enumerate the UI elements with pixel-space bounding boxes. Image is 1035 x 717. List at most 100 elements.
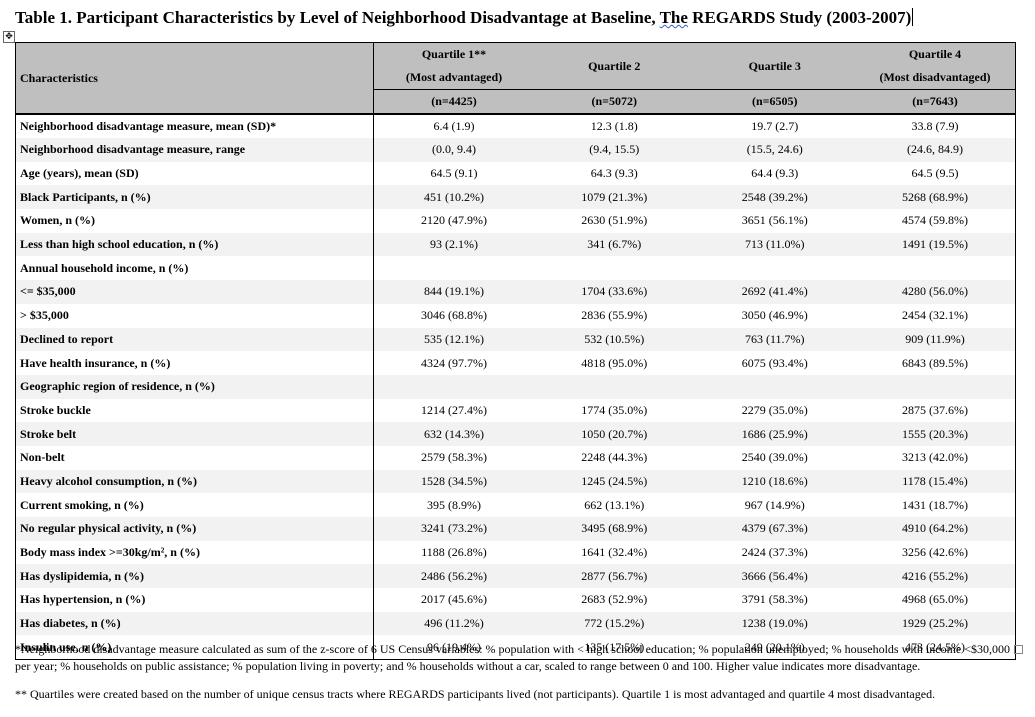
row-label: Stroke buckle	[15, 398, 374, 423]
row-label: Has diabetes, n (%)	[15, 611, 374, 636]
table-row: Insulin use, n (%) 96 (19.4%) 135 (17.5%) 2…	[15, 635, 1016, 660]
cell-quartile-3: 2692 (41.4%)	[694, 280, 855, 304]
row-label: Declined to report	[15, 327, 374, 352]
cell-quartile-2: 772 (15.2%)	[534, 611, 695, 636]
row-label: Current smoking, n (%)	[15, 493, 374, 517]
cell-quartile-2: 2683 (52.9%)	[581, 592, 648, 607]
cell-quartile-2: 1641 (32.4%)	[581, 545, 648, 560]
row-label: Body mass index >=30kg/m², n (%)	[15, 540, 374, 565]
cell-quartile-2: 4818 (95.0%)	[581, 355, 648, 370]
cell-quartile-4: 4216 (55.2%)	[855, 564, 1016, 589]
header-quartile-1: Quartile 1** (Most advantaged)	[373, 42, 534, 90]
cell-quartile-4: 3213 (42.0%)	[902, 450, 968, 465]
cell-quartile-3: 967 (14.9%)	[744, 497, 805, 512]
row-label: > $35,000	[15, 303, 374, 328]
cell-quartile-1: 6.4 (1.9)	[433, 119, 475, 133]
table-resize-handle[interactable]	[1014, 645, 1023, 654]
header-n-quartile-3: (n=6505)	[694, 89, 855, 115]
row-label: Has dyslipidemia, n (%)	[15, 564, 374, 589]
row-label: Less than high school education, n (%)	[15, 232, 374, 257]
cell-quartile-4: 4574 (59.8%)	[902, 213, 968, 228]
cell-quartile-2: 1079 (21.3%)	[534, 185, 695, 210]
cell-quartile-1: (0.0, 9.4)	[373, 138, 534, 162]
cell-quartile-1: 496 (11.2%)	[373, 611, 534, 636]
cell-quartile-4: 1555 (20.3%)	[855, 422, 1016, 446]
cell-quartile-4: 64.5 (9.5)	[911, 166, 959, 181]
cell-quartile-4: 1178 (15.4%)	[855, 469, 1016, 494]
cell-quartile-1	[374, 256, 535, 280]
cell-quartile-3: 3666 (56.4%)	[694, 564, 855, 589]
row-label: Black Participants, n (%)	[15, 185, 374, 210]
cell-quartile-4: 1491 (19.5%)	[855, 232, 1016, 257]
header-quartile-3: Quartile 3	[694, 42, 855, 90]
table-row: > $35,000 3046 (68.8%) 2836 (55.9%) 3050 (4…	[15, 303, 1016, 328]
table-row: <= $35,000 844 (19.1%) 1704 (33.6%) 2692 (4…	[15, 280, 1016, 304]
cell-quartile-4: 4910 (64.2%)	[855, 517, 1016, 541]
spellcheck-word[interactable]: The	[659, 8, 688, 27]
row-label: Women, n (%)	[15, 209, 374, 233]
cell-quartile-4: 5268 (68.9%)	[855, 185, 1016, 210]
cell-quartile-3: 2548 (39.2%)	[694, 185, 855, 210]
cell-quartile-3: 763 (11.7%)	[694, 327, 855, 352]
cell-quartile-2: 532 (10.5%)	[534, 327, 695, 352]
cell-quartile-2: 2630 (51.9%)	[581, 213, 648, 228]
table-move-handle-icon[interactable]: ✥	[3, 31, 15, 43]
row-label: Neighborhood disadvantage measure, range	[15, 138, 374, 162]
cell-quartile-1: 96 (19.4%)	[427, 639, 481, 654]
table-row: Stroke buckle 1214 (27.4%) 1774 (35.0%) 227…	[15, 398, 1016, 423]
header-n-quartile-4: (n=7643)	[855, 89, 1016, 115]
cell-quartile-1: 3046 (68.8%)	[421, 308, 487, 323]
cell-quartile-3: 2424 (37.3%)	[741, 545, 808, 560]
row-label: <= $35,000	[15, 280, 374, 304]
cell-quartile-3: 3050 (46.9%)	[741, 308, 808, 323]
table-row: Body mass index >=30kg/m², n (%) 1188 (26…	[15, 540, 1016, 565]
cell-quartile-1: 2486 (56.2%)	[373, 564, 534, 589]
cell-quartile-4	[855, 256, 1016, 280]
cell-quartile-2: 1245 (24.5%)	[534, 469, 695, 494]
cell-quartile-1: 1528 (34.5%)	[373, 469, 534, 494]
row-label: Geographic region of residence, n (%)	[15, 374, 374, 399]
cell-quartile-1: 395 (8.9%)	[427, 497, 481, 512]
cell-quartile-2: 2836 (55.9%)	[581, 308, 648, 323]
cell-quartile-3: 713 (11.0%)	[694, 232, 855, 257]
cell-quartile-4: 3256 (42.6%)	[902, 545, 968, 560]
table-row: Declined to report 535 (12.1%) 532 (10.5%)…	[15, 327, 1016, 352]
row-label: Has hypertension, n (%)	[15, 588, 374, 612]
table-row: Has diabetes, n (%) 496 (11.2%) 772 (15.2%…	[15, 611, 1016, 636]
cell-quartile-2: 3495 (68.9%)	[534, 517, 695, 541]
cell-quartile-2: 2248 (44.3%)	[581, 450, 648, 465]
table-row: Has hypertension, n (%) 2017 (45.6%) 2683 …	[15, 588, 1016, 612]
cell-quartile-4: 2454 (32.1%)	[902, 308, 968, 323]
row-label: Have health insurance, n (%)	[15, 351, 374, 375]
cell-quartile-3: 2540 (39.0%)	[741, 450, 808, 465]
header-characteristics: Characteristics	[15, 42, 374, 115]
table-row: Women, n (%) 2120 (47.9%) 2630 (51.9%) 3651…	[15, 209, 1016, 233]
table-row: Have health insurance, n (%) 4324 (97.7%)…	[15, 351, 1016, 375]
table-row: Stroke belt 632 (14.3%) 1050 (20.7%) 1686 (…	[15, 422, 1016, 446]
row-label: Non-belt	[15, 445, 374, 470]
cell-quartile-2	[534, 256, 695, 280]
table-row: Geographic region of residence, n (%)	[15, 374, 1016, 399]
header-n-quartile-2: (n=5072)	[534, 89, 695, 115]
cell-quartile-4: (24.6, 84.9)	[855, 138, 1016, 162]
cell-quartile-3: 64.4 (9.3)	[751, 166, 799, 181]
cell-quartile-3: 19.7 (2.7)	[751, 119, 799, 133]
cell-quartile-4: 4968 (65.0%)	[902, 592, 968, 607]
table-row: Non-belt 2579 (58.3%) 2248 (44.3%) 2540 (39…	[15, 445, 1016, 470]
row-label: Annual household income, n (%)	[15, 256, 374, 281]
cell-quartile-1: 2579 (58.3%)	[421, 450, 487, 465]
cell-quartile-1: 64.5 (9.1)	[430, 166, 478, 181]
header-quartile-2: Quartile 2	[534, 42, 695, 90]
cell-quartile-2: 1704 (33.6%)	[534, 280, 695, 304]
header-n-quartile-1: (n=4425)	[373, 89, 534, 115]
cell-quartile-1: 632 (14.3%)	[373, 422, 534, 446]
cell-quartile-3: 4379 (67.3%)	[694, 517, 855, 541]
cell-quartile-3: 1210 (18.6%)	[694, 469, 855, 494]
cell-quartile-2	[534, 374, 695, 399]
footnote-quartiles: ** Quartiles were created based on the n…	[15, 687, 936, 701]
cell-quartile-1: 2120 (47.9%)	[421, 213, 487, 228]
cell-quartile-2: 662 (13.1%)	[584, 497, 645, 512]
cell-quartile-3	[694, 374, 855, 399]
row-label: Stroke belt	[15, 422, 374, 446]
text-cursor	[912, 8, 914, 26]
